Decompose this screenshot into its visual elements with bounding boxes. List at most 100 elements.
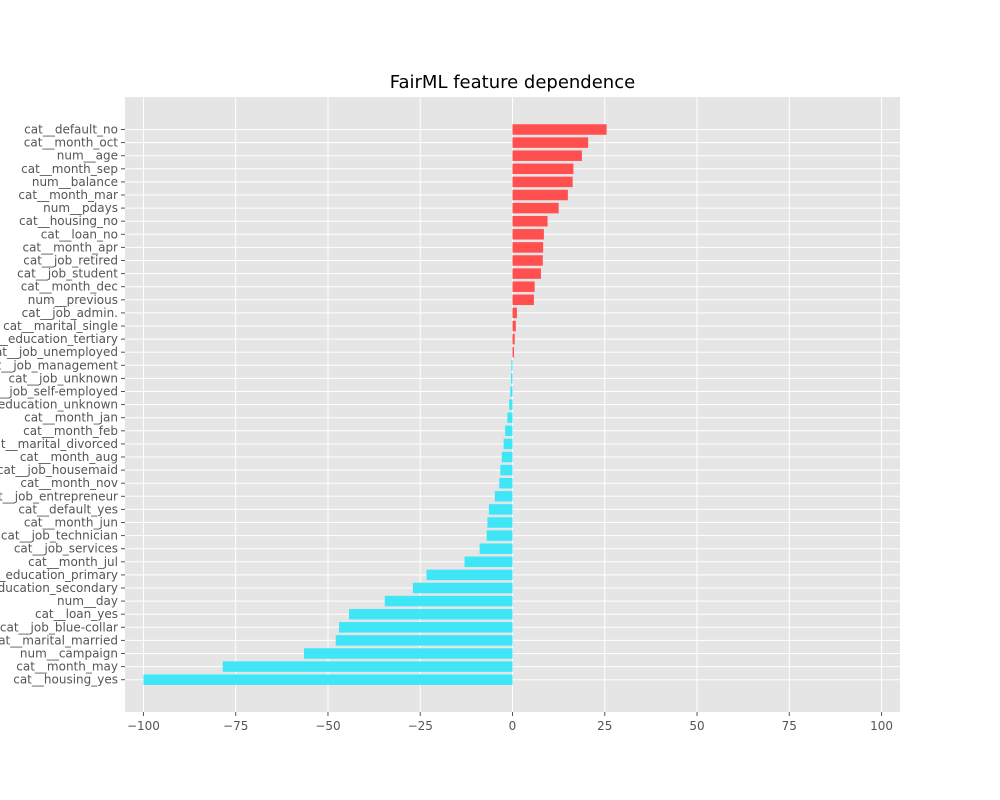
bar xyxy=(512,189,568,201)
bar xyxy=(479,543,513,554)
bar xyxy=(335,635,513,646)
bar xyxy=(512,242,544,253)
y-tick-label: cat__job_services xyxy=(14,542,118,556)
y-axis-ticks: cat__default_nocat__month_octnum__agecat… xyxy=(0,123,125,687)
y-tick-label: num__day xyxy=(57,594,118,608)
x-tick-label: 0 xyxy=(509,719,517,733)
y-tick-label: cat__education_unknown xyxy=(0,398,118,412)
x-tick-label: 25 xyxy=(597,719,612,733)
x-tick-label: 100 xyxy=(870,719,893,733)
bar xyxy=(426,569,513,581)
bar xyxy=(303,648,513,659)
x-tick-label: −75 xyxy=(223,719,248,733)
y-tick-label: cat__job_student xyxy=(17,267,118,281)
y-tick-label: cat__job_unemployed xyxy=(0,345,118,359)
y-tick-label: num__pdays xyxy=(43,201,118,215)
y-tick-label: cat__month_jul xyxy=(28,555,118,569)
y-tick-label: cat__month_dec xyxy=(21,280,118,294)
bar xyxy=(512,281,535,292)
bar xyxy=(512,320,516,332)
bar xyxy=(512,176,573,188)
y-tick-label: num__campaign xyxy=(20,647,118,661)
y-tick-label: cat__loan_yes xyxy=(35,607,118,621)
bar xyxy=(384,595,513,607)
bar xyxy=(512,346,514,358)
bar xyxy=(503,438,513,450)
bar xyxy=(412,582,513,594)
y-tick-label: cat__job_admin. xyxy=(22,306,118,320)
y-tick-label: cat__job_housemaid xyxy=(0,463,118,477)
x-tick-label: 50 xyxy=(689,719,704,733)
y-tick-label: cat__month_feb xyxy=(23,424,118,438)
y-tick-label: cat__month_may xyxy=(16,660,118,674)
y-tick-label: cat__month_mar xyxy=(18,188,118,202)
bar xyxy=(509,399,513,410)
bar xyxy=(488,504,513,515)
bar xyxy=(339,622,513,633)
y-tick-label: num__previous xyxy=(28,293,118,307)
bar xyxy=(512,294,534,306)
y-tick-label: cat__job_unknown xyxy=(9,371,118,385)
bar xyxy=(486,530,513,541)
y-tick-label: num__age xyxy=(57,149,118,163)
y-tick-label: cat__education_primary xyxy=(0,568,118,582)
bar xyxy=(512,255,543,266)
bar xyxy=(512,268,541,279)
bar xyxy=(512,333,515,345)
bar xyxy=(143,674,513,685)
x-tick-label: −100 xyxy=(127,719,160,733)
bar xyxy=(487,517,513,528)
y-tick-label: num__balance xyxy=(32,175,118,189)
bar xyxy=(494,491,513,502)
y-tick-label: cat__month_aug xyxy=(20,450,118,464)
bar xyxy=(511,373,513,384)
y-tick-label: cat__housing_yes xyxy=(13,673,118,687)
y-tick-label: cat__marital_single xyxy=(3,319,118,333)
bar xyxy=(222,661,513,672)
x-tick-label: −25 xyxy=(408,719,433,733)
bar xyxy=(511,360,513,371)
bar xyxy=(512,202,559,214)
y-tick-label: cat__job_management xyxy=(0,358,118,372)
bar xyxy=(349,608,513,620)
x-axis-ticks: −100 −75 −50 −25 0 25 50 75 100 xyxy=(127,712,893,733)
bar xyxy=(512,150,582,161)
bar xyxy=(464,556,513,568)
bar xyxy=(512,124,607,135)
bar xyxy=(505,425,513,437)
y-tick-label: cat__education_tertiary xyxy=(0,332,118,346)
bar xyxy=(510,386,513,397)
bar xyxy=(499,477,513,489)
y-tick-label: cat__month_oct xyxy=(24,136,119,150)
bars-group xyxy=(143,124,607,685)
y-tick-label: cat__housing_no xyxy=(19,214,118,228)
y-tick-label: cat__job_technician xyxy=(1,529,118,543)
y-tick-label: cat__marital_married xyxy=(0,633,118,647)
bar xyxy=(512,215,548,227)
y-tick-label: cat__default_yes xyxy=(18,502,118,516)
x-tick-label: 75 xyxy=(782,719,797,733)
y-tick-label: cat__job_retired xyxy=(23,254,118,268)
y-tick-label: cat__job_blue-collar xyxy=(0,620,118,634)
bar xyxy=(512,163,574,175)
y-tick-label: cat__month_apr xyxy=(22,240,118,254)
bar xyxy=(507,412,513,423)
y-tick-label: cat__loan_no xyxy=(41,227,118,241)
bar xyxy=(512,229,544,240)
y-tick-label: cat__job_entrepreneur xyxy=(0,489,118,503)
bar xyxy=(512,137,589,148)
y-tick-label: cat__job_self-employed xyxy=(0,385,118,399)
chart-title: FairML feature dependence xyxy=(390,72,635,93)
y-tick-label: cat__education_secondary xyxy=(0,581,118,595)
bar xyxy=(500,464,513,476)
y-tick-label: cat__marital_divorced xyxy=(0,437,118,451)
bar xyxy=(512,307,517,319)
y-tick-label: cat__month_jun xyxy=(24,516,118,530)
x-tick-label: −50 xyxy=(315,719,340,733)
y-tick-label: cat__month_sep xyxy=(21,162,118,176)
bar xyxy=(501,451,513,463)
y-tick-label: cat__month_jan xyxy=(24,411,118,425)
y-tick-label: cat__month_nov xyxy=(20,476,118,490)
y-tick-label: cat__default_no xyxy=(24,123,118,137)
